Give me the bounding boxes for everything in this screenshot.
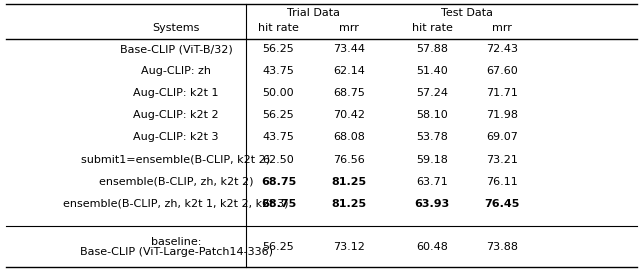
Text: ensemble(B-CLIP, zh, k2t 2): ensemble(B-CLIP, zh, k2t 2) [99,177,253,187]
Text: Systems: Systems [152,23,200,33]
Text: 76.45: 76.45 [484,199,520,209]
Text: 62.50: 62.50 [262,155,294,165]
Text: 63.93: 63.93 [414,199,450,209]
Text: Aug-CLIP: k2t 3: Aug-CLIP: k2t 3 [133,133,219,143]
Text: Base-CLIP (ViT-Large-Patch14-336): Base-CLIP (ViT-Large-Patch14-336) [79,247,273,257]
Text: 76.56: 76.56 [333,155,365,165]
Text: 68.08: 68.08 [333,133,365,143]
Text: ensemble(B-CLIP, zh, k2t 1, k2t 2, k2t 3): ensemble(B-CLIP, zh, k2t 1, k2t 2, k2t 3… [63,199,289,209]
Text: mrr: mrr [339,23,359,33]
Text: 71.98: 71.98 [486,111,518,121]
Text: Aug-CLIP: zh: Aug-CLIP: zh [141,66,211,76]
Text: 57.88: 57.88 [416,44,448,54]
Text: 73.88: 73.88 [486,242,518,252]
Text: Test Data: Test Data [441,8,493,18]
Text: 62.14: 62.14 [333,66,365,76]
Text: submit1=ensemble(B-CLIP, k2t 2): submit1=ensemble(B-CLIP, k2t 2) [81,155,271,165]
Text: 58.10: 58.10 [416,111,448,121]
Text: hit rate: hit rate [258,23,299,33]
Text: 73.44: 73.44 [333,44,365,54]
Text: 50.00: 50.00 [262,89,294,98]
Text: 68.75: 68.75 [260,177,296,187]
Text: 68.75: 68.75 [333,89,365,98]
Text: 56.25: 56.25 [262,44,294,54]
Text: 67.60: 67.60 [486,66,518,76]
Text: 43.75: 43.75 [262,66,294,76]
Text: Aug-CLIP: k2t 1: Aug-CLIP: k2t 1 [133,89,219,98]
Text: mrr: mrr [492,23,513,33]
Text: baseline:: baseline: [151,237,201,247]
Text: 81.25: 81.25 [332,199,366,209]
Text: 72.43: 72.43 [486,44,518,54]
Text: Base-CLIP (ViT-B/32): Base-CLIP (ViT-B/32) [120,44,232,54]
Text: 81.25: 81.25 [332,177,366,187]
Text: 43.75: 43.75 [262,133,294,143]
Text: 56.25: 56.25 [262,111,294,121]
Text: 76.11: 76.11 [486,177,518,187]
Text: hit rate: hit rate [412,23,452,33]
Text: Aug-CLIP: k2t 2: Aug-CLIP: k2t 2 [133,111,219,121]
Text: 71.71: 71.71 [486,89,518,98]
Text: 53.78: 53.78 [416,133,448,143]
Text: 59.18: 59.18 [416,155,448,165]
Text: 70.42: 70.42 [333,111,365,121]
Text: 69.07: 69.07 [486,133,518,143]
Text: Trial Data: Trial Data [287,8,340,18]
Text: 73.12: 73.12 [333,242,365,252]
Text: 63.71: 63.71 [416,177,448,187]
Text: 73.21: 73.21 [486,155,518,165]
Text: 57.24: 57.24 [416,89,448,98]
Text: 60.48: 60.48 [416,242,448,252]
Text: 68.75: 68.75 [260,199,296,209]
Text: 56.25: 56.25 [262,242,294,252]
Text: 51.40: 51.40 [416,66,448,76]
